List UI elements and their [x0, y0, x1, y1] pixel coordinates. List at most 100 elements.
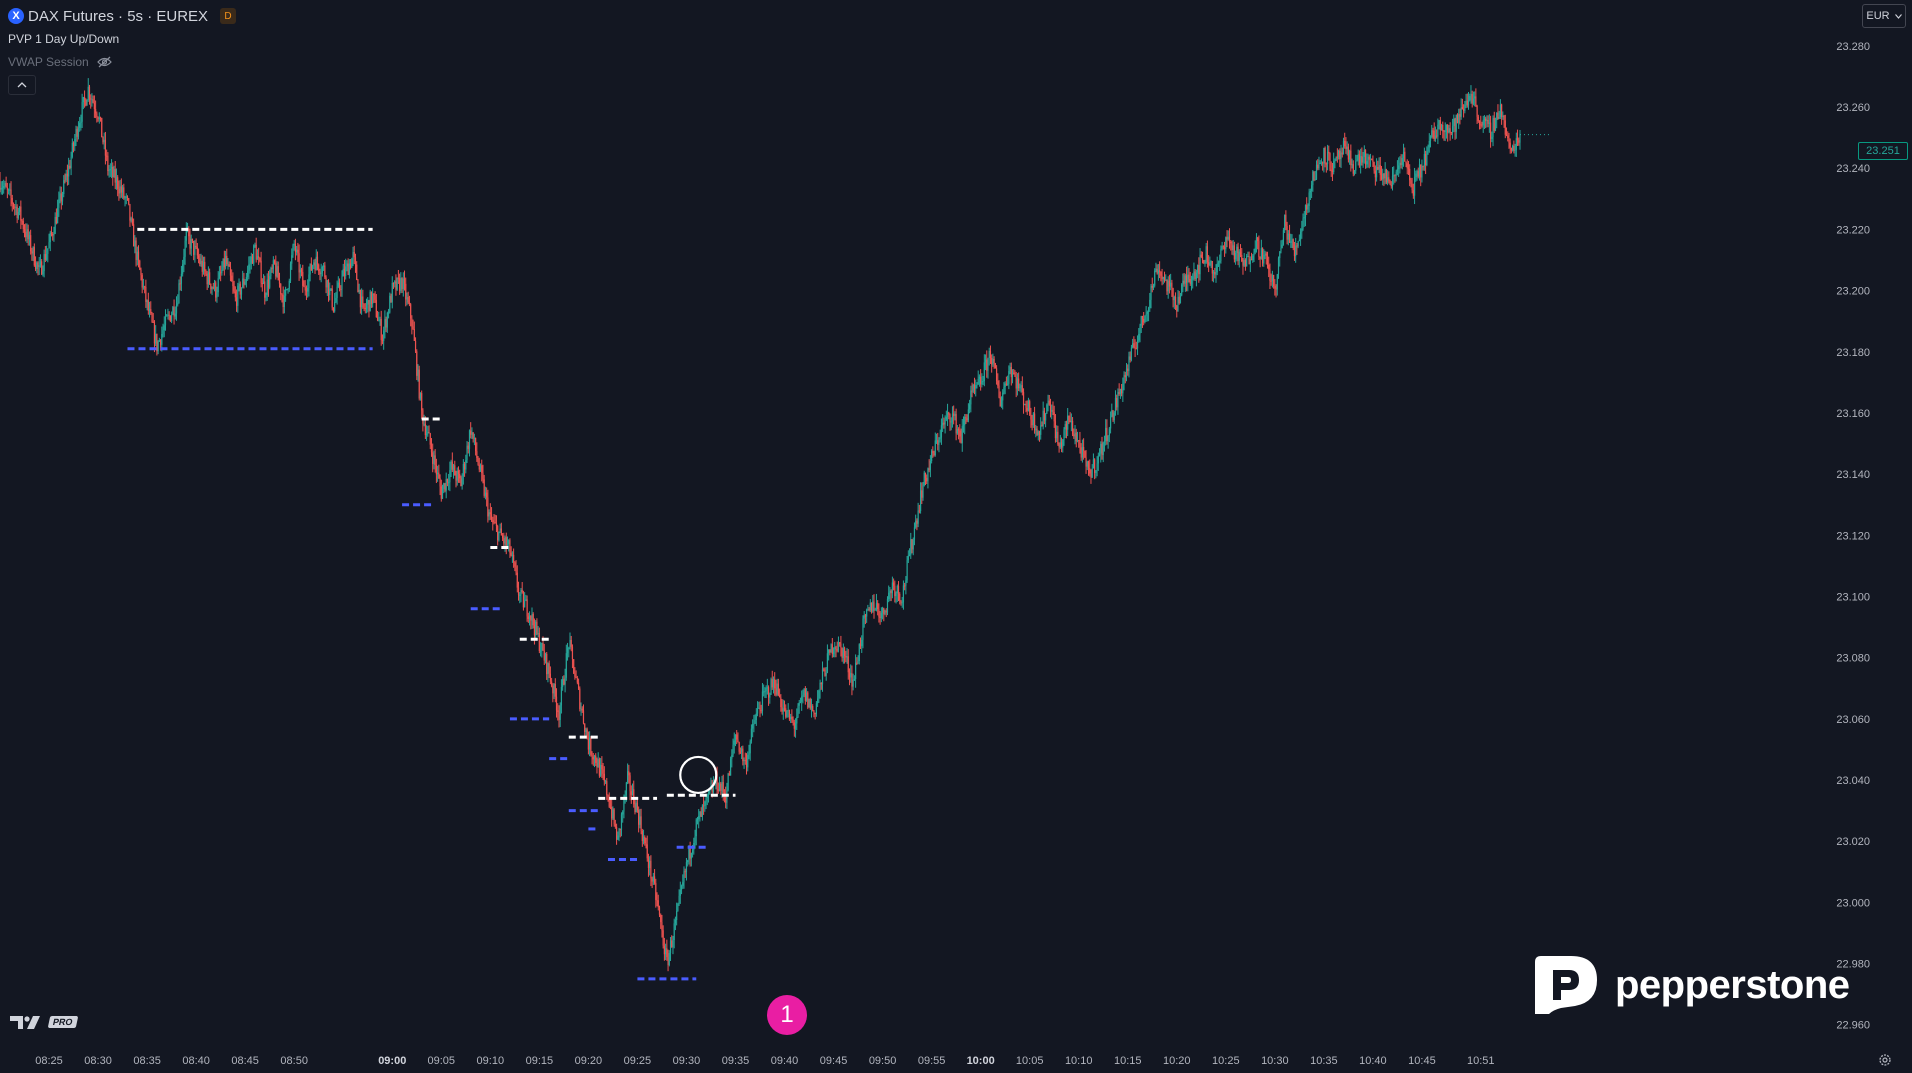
- candle-body: [1081, 447, 1083, 458]
- symbol-title[interactable]: DAX Futures · 5s · EUREX: [28, 7, 209, 25]
- indicator-label-pvp[interactable]: PVP 1 Day Up/Down: [8, 32, 120, 46]
- candle-body: [1092, 459, 1095, 469]
- indicator-label-vwap[interactable]: VWAP Session: [8, 55, 89, 69]
- candle-body: [850, 673, 852, 678]
- candle-body: [437, 472, 439, 475]
- candle-body: [1510, 147, 1513, 151]
- candle-body: [410, 304, 412, 319]
- chart-legend: X DAX Futures · 5s · EUREX D PVP 1 Day U…: [8, 6, 237, 95]
- candle-body: [571, 646, 574, 660]
- candle-body: [1170, 282, 1172, 287]
- candle-body: [331, 288, 333, 308]
- candle-body: [1391, 176, 1394, 187]
- candle-body: [908, 554, 911, 556]
- time-axis[interactable]: 08:25 08:30 08:35 08:40 08:45 08:50 09:00 09:05…: [35, 1055, 1494, 1067]
- tradingview-logo[interactable]: PRO: [10, 1014, 78, 1030]
- candle-body: [113, 169, 115, 178]
- candle-body: [641, 830, 643, 842]
- candle-body: [1320, 162, 1323, 164]
- candle-body: [1145, 313, 1147, 316]
- candle-body: [82, 97, 84, 103]
- candle-body: [324, 265, 326, 278]
- delayed-badge[interactable]: D: [220, 8, 237, 24]
- candle-body: [630, 791, 632, 795]
- candle-body: [970, 390, 972, 405]
- collapse-legend-button[interactable]: [8, 75, 36, 95]
- candle-body: [1269, 269, 1271, 281]
- candle-body: [1253, 252, 1255, 256]
- candle-body: [362, 296, 364, 304]
- candle-body: [652, 876, 654, 882]
- candle-body: [1304, 205, 1307, 218]
- candle-body: [530, 615, 532, 621]
- candle-body: [1173, 296, 1175, 301]
- gear-icon[interactable]: [1878, 1053, 1892, 1067]
- candle-body: [1133, 343, 1135, 348]
- candle-body: [454, 465, 456, 476]
- candle-body: [517, 587, 520, 595]
- candle-body: [1162, 276, 1164, 280]
- candle-body: [1296, 245, 1298, 247]
- candle-body: [573, 659, 575, 674]
- candle-body: [503, 538, 505, 544]
- candle-body: [175, 304, 178, 314]
- candle-body: [834, 647, 836, 650]
- candle-body: [443, 483, 445, 489]
- candle-body: [1515, 138, 1517, 150]
- candle-body: [1144, 315, 1146, 323]
- candle-body: [200, 260, 202, 265]
- candle-body: [1193, 271, 1195, 277]
- candle-body: [1355, 161, 1357, 171]
- candle-body: [1453, 118, 1455, 127]
- indicator-row-pvp[interactable]: PVP 1 Day Up/Down: [8, 29, 236, 49]
- time-tick-label: 09:25: [624, 1055, 652, 1067]
- candle-body: [732, 744, 734, 756]
- candle-body: [152, 321, 154, 323]
- candle-body: [216, 292, 218, 298]
- candle-body: [938, 438, 940, 445]
- currency-button[interactable]: EUR: [1862, 4, 1906, 28]
- candle-body: [435, 465, 437, 475]
- indicator-row-vwap[interactable]: VWAP Session: [8, 52, 236, 72]
- price-tick-label: 23.200: [1836, 286, 1870, 298]
- candle-body: [568, 647, 570, 649]
- price-tick-label: 23.220: [1836, 224, 1870, 236]
- candle-body: [171, 314, 173, 322]
- candle-body: [835, 647, 837, 650]
- candle-body: [1313, 171, 1315, 180]
- candle-body: [463, 464, 466, 470]
- annotation-marker-1[interactable]: 1: [767, 995, 807, 1035]
- candle-body: [353, 251, 355, 258]
- candle-body: [1252, 255, 1254, 260]
- price-axis[interactable]: 23.280 23.260 23.240 23.220 23.200 23.180 23.1…: [1836, 41, 1870, 1032]
- candle-body: [1259, 256, 1261, 259]
- candle-body: [944, 419, 946, 425]
- candle-body: [451, 461, 453, 470]
- candle-body: [314, 262, 316, 271]
- price-tick-label: 23.000: [1836, 897, 1870, 909]
- candle-body: [161, 334, 163, 345]
- symbol-row[interactable]: X DAX Futures · 5s · EUREX D: [8, 6, 237, 26]
- candle-body: [1333, 160, 1335, 173]
- candle-body: [178, 283, 180, 304]
- candle-body: [167, 314, 169, 316]
- candle-body: [954, 414, 956, 416]
- candle-body: [1458, 114, 1460, 123]
- candle-body: [72, 142, 75, 147]
- eye-off-icon[interactable]: [96, 56, 112, 68]
- candle-body: [1263, 254, 1265, 264]
- candle-body: [769, 694, 771, 698]
- candle-body: [1219, 260, 1221, 263]
- highlight-circle[interactable]: [679, 755, 718, 795]
- candle-body: [788, 710, 791, 720]
- candle-body: [1040, 425, 1042, 435]
- candle-body: [1514, 149, 1516, 151]
- candle-body: [840, 643, 842, 648]
- candle-body: [459, 473, 461, 479]
- candle-body: [98, 117, 100, 120]
- candle-body: [1154, 270, 1156, 286]
- time-tick-label: 09:35: [722, 1055, 750, 1067]
- candle-body: [108, 170, 110, 172]
- candle-body: [1407, 168, 1410, 170]
